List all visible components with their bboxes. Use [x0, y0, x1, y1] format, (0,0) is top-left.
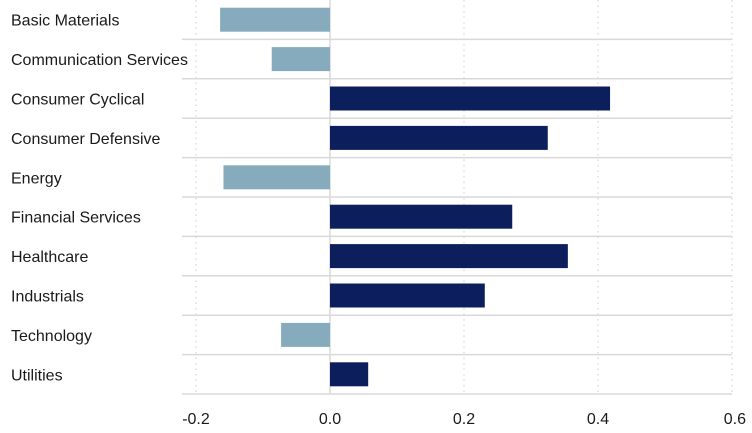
category-label: Financial Services	[11, 210, 141, 227]
x-tick-label: 0.2	[453, 411, 475, 428]
category-labels: Basic Materials Communication Services Con…	[11, 13, 188, 385]
category-label: Basic Materials	[11, 13, 119, 30]
category-label: Communication Services	[11, 52, 188, 69]
category-label: Industrials	[11, 289, 84, 306]
bar	[330, 283, 485, 308]
x-tick-label: 0.6	[724, 411, 746, 428]
x-tick-label: 0.4	[587, 411, 609, 428]
bars	[220, 7, 611, 387]
x-tick-label: 0.0	[319, 411, 341, 428]
category-label: Energy	[11, 170, 62, 187]
row-separators	[182, 0, 732, 395]
category-label: Consumer Defensive	[11, 131, 161, 148]
bar	[281, 322, 330, 347]
bar	[330, 86, 611, 111]
category-label: Healthcare	[11, 249, 88, 266]
bar	[220, 7, 330, 32]
bar	[330, 204, 513, 229]
x-tick-label: -0.2	[182, 411, 210, 428]
bar	[330, 362, 369, 387]
bar	[271, 47, 330, 72]
category-label: Technology	[11, 328, 92, 345]
category-label: Consumer Cyclical	[11, 92, 144, 109]
bar	[330, 125, 548, 150]
category-label: Utilities	[11, 367, 63, 384]
x-axis-ticks: -0.2 0.0 0.2 0.4 0.6	[182, 411, 746, 428]
bar	[223, 165, 330, 190]
bar	[330, 244, 568, 269]
